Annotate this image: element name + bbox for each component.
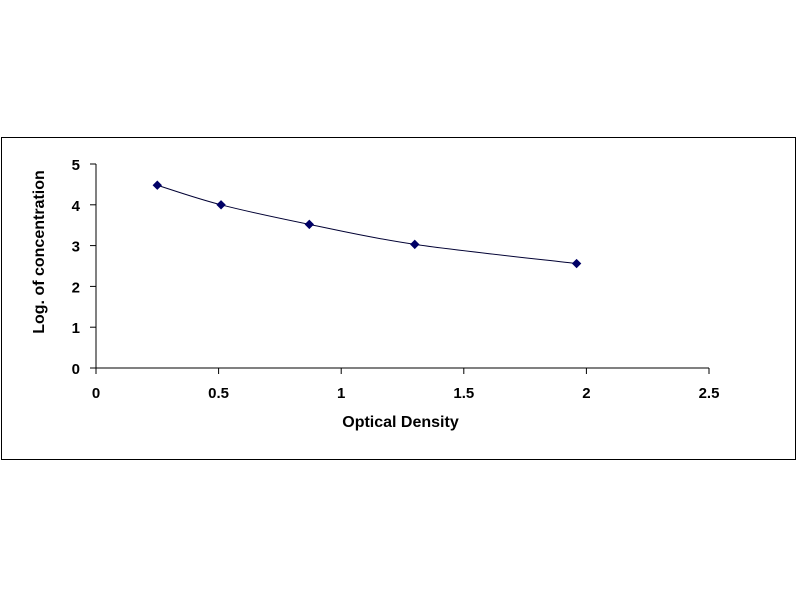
y-tick-label: 2	[72, 279, 80, 296]
axes	[90, 163, 710, 374]
x-tick-label: 1	[337, 385, 345, 402]
y-tick-labels: 0 1 2 3 4 5	[72, 157, 81, 378]
x-axis-title: Optical Density	[342, 414, 459, 431]
x-tick-label: 1.5	[453, 385, 474, 402]
data-point-marker	[571, 258, 582, 269]
data-points	[152, 180, 582, 269]
fit-curve	[157, 184, 577, 265]
y-tick-label: 3	[72, 239, 80, 256]
data-point-marker	[304, 219, 315, 230]
x-tick-label: 2.5	[699, 385, 720, 402]
x-tick-label: 0	[92, 385, 100, 402]
y-tick-label: 1	[72, 320, 80, 337]
chart-frame: 0 0.5 1 1.5 2 2.5 0 1 2 3 4 5 Optical Density Log.…	[1, 137, 796, 460]
data-point-marker	[410, 239, 420, 250]
x-tick-label: 0.5	[208, 385, 229, 402]
x-tick-label: 2	[582, 385, 590, 402]
y-tick-label: 4	[72, 198, 81, 215]
x-tick-labels: 0 0.5 1 1.5 2 2.5	[92, 385, 720, 402]
y-tick-label: 0	[72, 361, 80, 378]
data-point-marker	[216, 200, 226, 210]
y-axis-title: Log. of concentration	[31, 170, 48, 334]
chart-svg: 0 0.5 1 1.5 2 2.5 0 1 2 3 4 5 Optical Density Log.…	[31, 157, 720, 431]
data-point-marker	[152, 180, 163, 190]
y-tick-label: 5	[72, 157, 80, 174]
